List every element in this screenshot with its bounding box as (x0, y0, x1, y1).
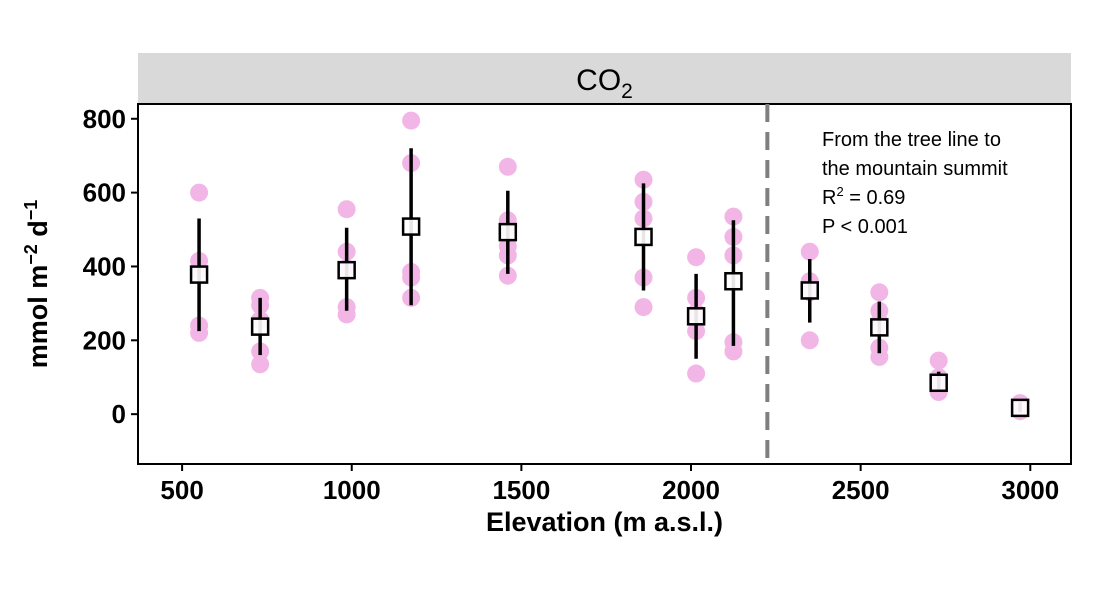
annotation-p-value: P < 0.001 (822, 216, 908, 238)
y-tick-label-4: 800 (83, 104, 126, 134)
data-point-4-0 (498, 157, 517, 176)
data-point-7-0 (724, 207, 743, 226)
data-point-5-0 (634, 170, 653, 189)
data-point-0-4 (190, 323, 209, 342)
mean-marker-2 (337, 260, 356, 280)
x-tick-label-4: 2500 (832, 475, 890, 505)
data-point-6-4 (687, 364, 706, 383)
mean-marker-5 (634, 227, 653, 247)
x-tick-label-5: 3000 (1001, 475, 1059, 505)
y-tick-label-3: 600 (83, 178, 126, 208)
mean-marker-1 (250, 317, 270, 336)
data-point-9-4 (870, 347, 889, 366)
mean-marker-9 (870, 318, 889, 337)
data-point-10-0 (929, 351, 948, 370)
mean-marker-11 (1010, 398, 1030, 418)
y-tick-label-1: 200 (83, 325, 126, 355)
annotation-r-squared: R2 = 0.69 (822, 184, 905, 209)
data-point-5-4 (634, 298, 653, 317)
data-point-3-0 (402, 111, 421, 130)
mean-marker-10 (929, 373, 948, 393)
x-axis-title: Elevation (m a.s.l.) (486, 507, 723, 537)
annotation-line-2: the mountain summit (822, 158, 1008, 180)
mean-marker-4 (498, 222, 518, 242)
data-point-4-5 (498, 266, 517, 285)
mean-marker-7 (724, 271, 743, 291)
mean-marker-8 (800, 281, 820, 300)
x-tick-label-3: 2000 (662, 475, 720, 505)
axis-layer: 500 1000 1500 2000 2500 3000 0 200 400 600 800 (83, 104, 1060, 505)
plot-panel (137, 103, 1072, 465)
data-point-6-0 (687, 248, 706, 267)
data-point-1-4 (251, 355, 270, 374)
data-point-7-4 (724, 342, 743, 361)
mean-layer (189, 217, 1030, 418)
y-axis-title: mmol m−2 d−1 (21, 200, 53, 369)
data-point-2-4 (337, 305, 356, 324)
y-tick-label-0: 0 (112, 399, 126, 429)
regression-annotation: From the tree line to the mountain summi… (822, 129, 1008, 238)
x-tick-label-1: 1000 (323, 475, 381, 505)
y-tick-label-2: 400 (83, 251, 126, 281)
facet-strip (138, 53, 1071, 104)
mean-marker-3 (401, 217, 421, 236)
data-point-9-0 (870, 283, 889, 302)
data-point-8-0 (800, 242, 819, 261)
x-tick-label-2: 1500 (492, 475, 550, 505)
data-point-0-0 (190, 183, 209, 202)
data-point-2-0 (337, 200, 356, 219)
mean-marker-6 (686, 307, 706, 326)
data-point-8-3 (800, 331, 819, 350)
annotation-line-1: From the tree line to (822, 129, 1001, 151)
x-tick-label-0: 500 (160, 475, 203, 505)
facet-strip-label: CO2 (576, 64, 633, 103)
mean-marker-0 (189, 265, 209, 284)
